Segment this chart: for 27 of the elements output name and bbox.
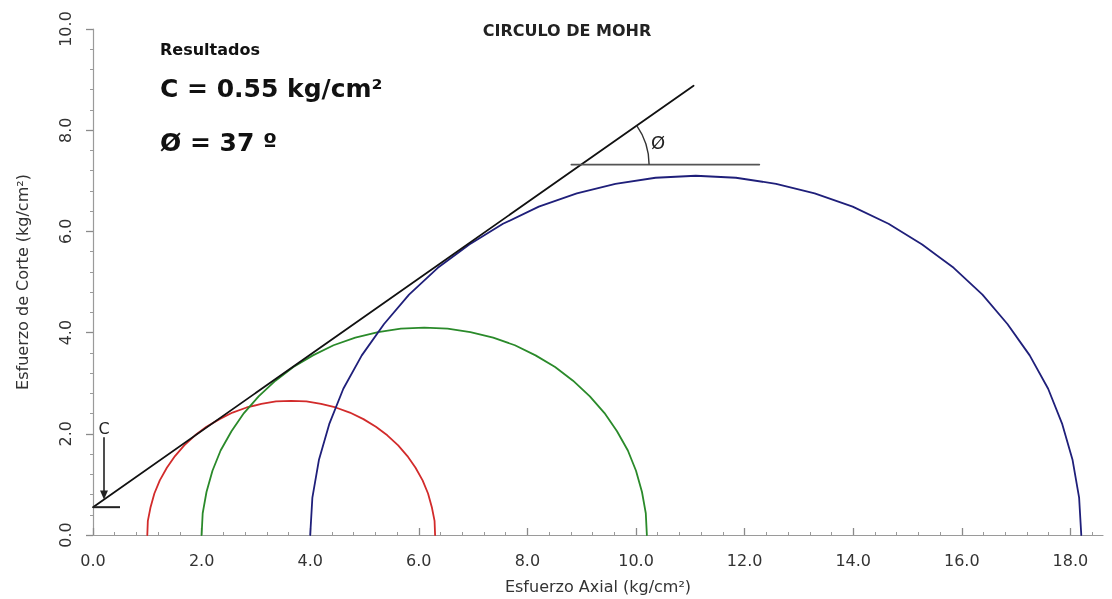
y-tick-label: 4.0 [55, 319, 75, 346]
x-tick-label: 4.0 [297, 550, 323, 570]
y-tick-label: 2.0 [55, 421, 75, 447]
annotation: Ø = 37 º [160, 128, 278, 157]
line-series [309, 174, 1083, 536]
y-tick-label: 8.0 [55, 117, 75, 143]
annotation: C = 0.55 kg/cm² [160, 74, 383, 103]
x-tick-label: 6.0 [406, 550, 432, 570]
x-tick-label: 18.0 [1052, 550, 1089, 570]
x-tick-label: 8.0 [514, 550, 541, 570]
y-axis-title: Esfuerzo de Corte (kg/cm²) [12, 174, 32, 390]
line-series [200, 326, 648, 536]
x-tick-label: 2.0 [188, 550, 215, 570]
y-tick-label: 6.0 [55, 218, 75, 245]
y-tick-label: 10.0 [55, 11, 75, 47]
x-tick-label: 0.0 [80, 550, 106, 570]
x-tick-label: 10.0 [618, 550, 654, 570]
y-tick-label: 0.0 [55, 522, 75, 548]
x-tick-label: 12.0 [726, 550, 763, 570]
annotation: C [98, 418, 110, 438]
x-tick-label: 16.0 [944, 550, 980, 570]
line-series [146, 400, 436, 536]
annotation: Resultados [160, 39, 260, 59]
chart-title: CIRCULO DE MOHR [482, 20, 652, 40]
x-axis-title: Esfuerzo Axial (kg/cm²) [504, 576, 692, 596]
annotation: Ø [651, 132, 666, 154]
x-tick-label: 14.0 [835, 550, 872, 570]
